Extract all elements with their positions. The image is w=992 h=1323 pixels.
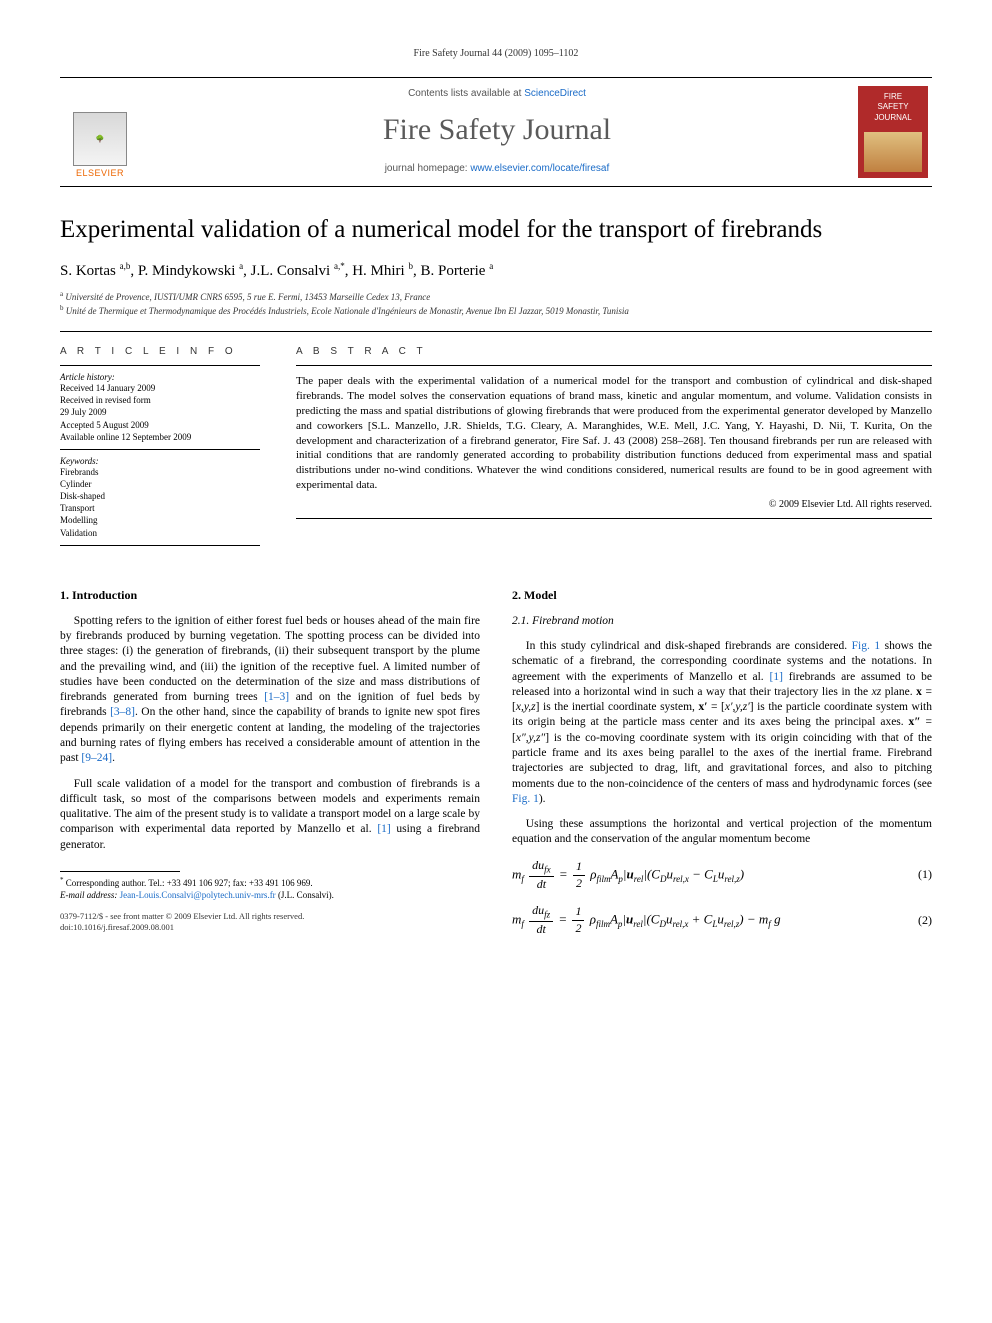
elsevier-tree-icon: 🌳 <box>73 112 127 166</box>
footnote-line: E-mail address: Jean-Louis.Consalvi@poly… <box>60 890 480 902</box>
keyword: Transport <box>60 502 260 514</box>
history-line: Received 14 January 2009 <box>60 382 260 394</box>
homepage-line: journal homepage: www.elsevier.com/locat… <box>140 163 854 174</box>
keywords-body: Firebrands Cylinder Disk-shaped Transpor… <box>60 466 260 539</box>
divider <box>296 365 932 366</box>
page-root: Fire Safety Journal 44 (2009) 1095–1102 … <box>0 0 992 988</box>
equation: mf dufzdt = 12 ρfilmAp|urel|(CDurel,x + … <box>512 903 902 938</box>
publisher-label: ELSEVIER <box>76 168 124 178</box>
paragraph: In this study cylindrical and disk-shape… <box>512 639 932 807</box>
affiliation: b Unité de Thermique et Thermodynamique … <box>60 304 932 318</box>
affiliations: a Université de Provence, IUSTI/UMR CNRS… <box>60 290 932 317</box>
body-columns: 1. Introduction Spotting refers to the i… <box>60 582 932 949</box>
masthead: 🌳 ELSEVIER Contents lists available at S… <box>60 77 932 187</box>
equation: mf dufxdt = 12 ρfilmAp|urel|(CDurel,x − … <box>512 858 902 893</box>
sciencedirect-link[interactable]: ScienceDirect <box>524 88 586 99</box>
cover-line: FIRE <box>860 92 926 102</box>
divider <box>60 365 260 366</box>
abstract-copyright: © 2009 Elsevier Ltd. All rights reserved… <box>296 499 932 510</box>
affiliation: a Université de Provence, IUSTI/UMR CNRS… <box>60 290 932 304</box>
history-body: Received 14 January 2009 Received in rev… <box>60 382 260 443</box>
history-line: 29 July 2009 <box>60 406 260 418</box>
divider <box>60 449 260 450</box>
corresponding-author-footnote: * Corresponding author. Tel.: +33 491 10… <box>60 876 480 901</box>
section-head: 1. Introduction <box>60 588 480 604</box>
affiliation-text: Université de Provence, IUSTI/UMR CNRS 6… <box>65 292 430 302</box>
equation-row: mf dufzdt = 12 ρfilmAp|urel|(CDurel,x + … <box>512 903 932 938</box>
meta-row: A R T I C L E I N F O Article history: R… <box>60 346 932 552</box>
footer-line: doi:10.1016/j.firesaf.2009.08.001 <box>60 922 480 933</box>
affiliation-sup: a <box>60 290 63 298</box>
column-right: 2. Model 2.1. Firebrand motion In this s… <box>512 582 932 949</box>
contents-line: Contents lists available at ScienceDirec… <box>140 88 854 99</box>
keyword: Validation <box>60 527 260 539</box>
column-left: 1. Introduction Spotting refers to the i… <box>60 582 480 949</box>
journal-cover-block: FIRE SAFETY JOURNAL <box>854 78 932 186</box>
author-list: S. Kortas a,b, P. Mindykowski a, J.L. Co… <box>60 261 932 280</box>
footer-line: 0379-7112/$ - see front matter © 2009 El… <box>60 911 480 922</box>
equation-number: (1) <box>902 867 932 883</box>
section-head: 2. Model <box>512 588 932 604</box>
keyword: Modelling <box>60 514 260 526</box>
divider <box>60 545 260 546</box>
history-line: Received in revised form <box>60 394 260 406</box>
article-info-block: A R T I C L E I N F O Article history: R… <box>60 346 260 552</box>
journal-cover-icon: FIRE SAFETY JOURNAL <box>858 86 928 178</box>
history-head: Article history: <box>60 372 260 382</box>
equation-number: (2) <box>902 913 932 929</box>
footer-meta: 0379-7112/$ - see front matter © 2009 El… <box>60 911 480 933</box>
email-label: E-mail address: <box>60 890 117 900</box>
email-tail: (J.L. Consalvi). <box>278 890 334 900</box>
corresponding-email-link[interactable]: Jean-Louis.Consalvi@polytech.univ-mrs.fr <box>120 890 276 900</box>
journal-name: Fire Safety Journal <box>140 113 854 147</box>
paragraph: Using these assumptions the horizontal a… <box>512 817 932 848</box>
footnote-rule <box>60 871 180 872</box>
article-info-label: A R T I C L E I N F O <box>60 346 260 357</box>
keyword: Cylinder <box>60 478 260 490</box>
contents-prefix: Contents lists available at <box>408 88 524 99</box>
masthead-center: Contents lists available at ScienceDirec… <box>140 78 854 186</box>
article-title: Experimental validation of a numerical m… <box>60 215 932 245</box>
keyword: Firebrands <box>60 466 260 478</box>
paragraph: Full scale validation of a model for the… <box>60 777 480 853</box>
affiliation-sup: b <box>60 304 64 312</box>
abstract-label: A B S T R A C T <box>296 346 932 357</box>
abstract-body: The paper deals with the experimental va… <box>296 374 932 493</box>
publisher-block: 🌳 ELSEVIER <box>60 78 140 186</box>
homepage-link[interactable]: www.elsevier.com/locate/firesaf <box>470 163 609 174</box>
divider <box>60 331 932 332</box>
subsection-head: 2.1. Firebrand motion <box>512 614 932 629</box>
equation-row: mf dufxdt = 12 ρfilmAp|urel|(CDurel,x − … <box>512 858 932 893</box>
cover-line: SAFETY <box>860 102 926 112</box>
history-line: Accepted 5 August 2009 <box>60 419 260 431</box>
homepage-prefix: journal homepage: <box>385 163 471 174</box>
footnote-line: * Corresponding author. Tel.: +33 491 10… <box>60 876 480 890</box>
abstract-block: A B S T R A C T The paper deals with the… <box>296 346 932 552</box>
keyword: Disk-shaped <box>60 490 260 502</box>
keywords-head: Keywords: <box>60 456 260 466</box>
divider <box>296 518 932 519</box>
history-line: Available online 12 September 2009 <box>60 431 260 443</box>
running-head: Fire Safety Journal 44 (2009) 1095–1102 <box>60 48 932 59</box>
paragraph: Spotting refers to the ignition of eithe… <box>60 614 480 767</box>
affiliation-text: Unité de Thermique et Thermodynamique de… <box>66 306 629 316</box>
cover-line: JOURNAL <box>860 113 926 123</box>
